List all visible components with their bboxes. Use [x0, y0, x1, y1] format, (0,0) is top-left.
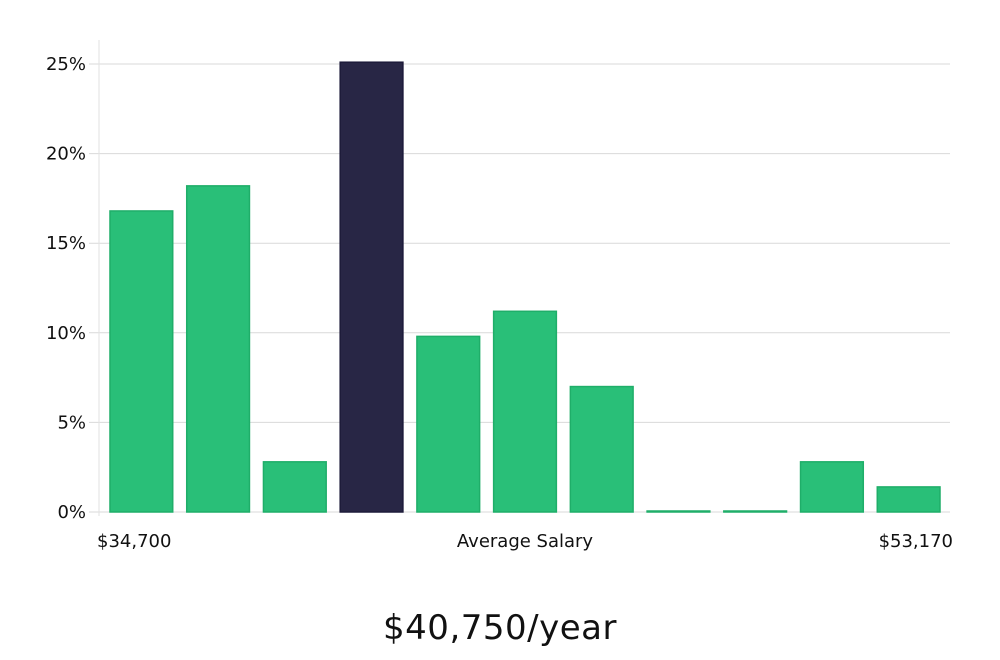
- y-tick-label: 15%: [46, 233, 86, 254]
- y-tick-label: 5%: [57, 412, 86, 433]
- bar: [723, 510, 788, 513]
- average-salary-headline: $40,750/year: [383, 608, 617, 648]
- x-axis-end-label: $53,170: [879, 531, 953, 552]
- bar: [569, 385, 634, 513]
- bar: [492, 310, 558, 513]
- x-axis-title: Average Salary: [457, 531, 594, 552]
- bar: [262, 461, 327, 513]
- y-tick-label: 20%: [46, 144, 86, 165]
- y-tick-label: 0%: [57, 502, 86, 523]
- bar: [185, 185, 251, 513]
- salary-histogram: 0%5%10%15%20%25% $34,700 Average Salary …: [46, 40, 953, 552]
- bar: [416, 335, 481, 513]
- bar: [799, 461, 865, 513]
- y-axis-ticks: 0% 5% 10% 15% 20% 25%: [46, 54, 86, 523]
- x-axis-start-label: $34,700: [97, 531, 171, 552]
- bar: [109, 210, 174, 513]
- y-tick-label: 10%: [46, 323, 86, 344]
- bar: [646, 510, 711, 513]
- bar-highlighted: [339, 61, 404, 513]
- y-tick-label: 25%: [46, 54, 86, 75]
- bar: [876, 486, 941, 513]
- bars: [109, 61, 941, 513]
